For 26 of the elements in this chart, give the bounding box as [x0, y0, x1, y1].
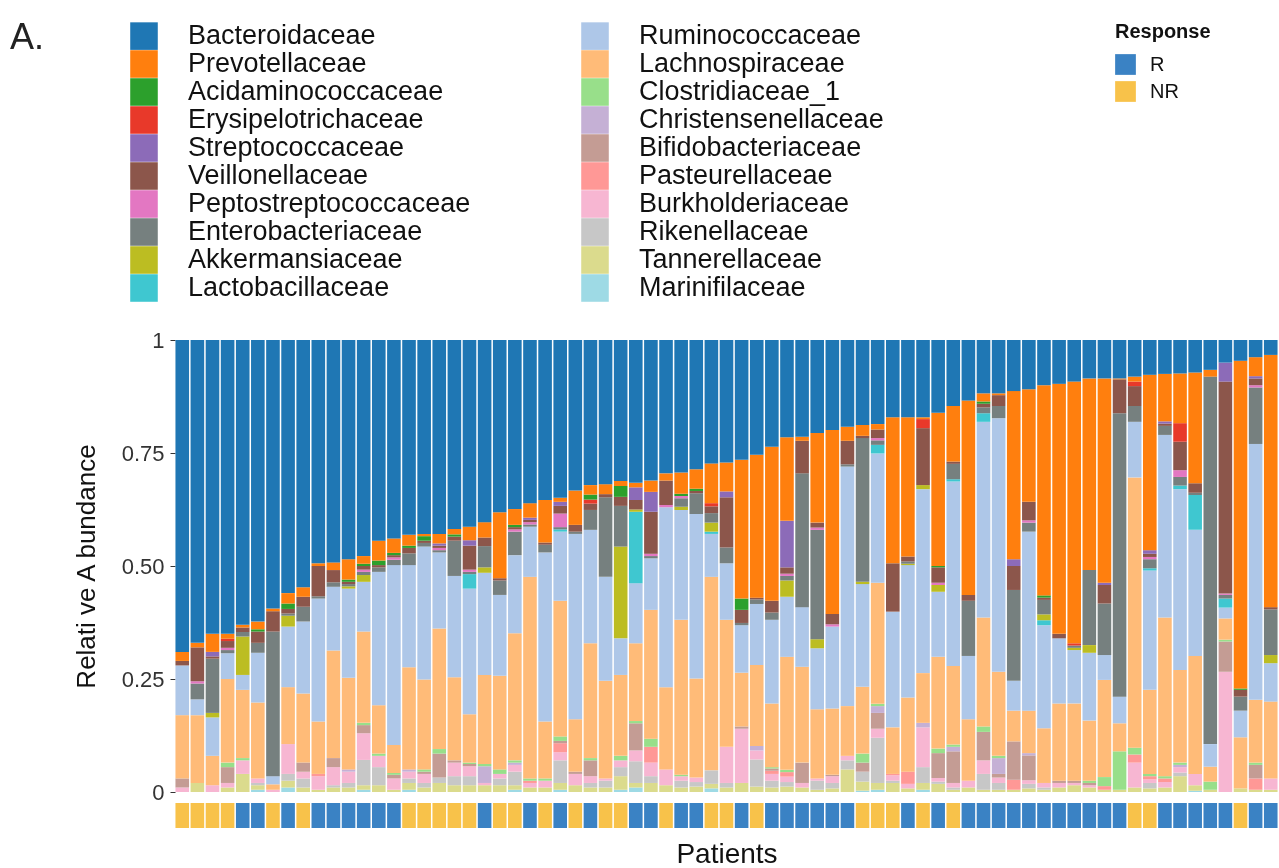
- legend-label: Burkholderiaceae: [639, 188, 850, 218]
- legend-label: Rikenellaceae: [639, 216, 809, 246]
- legend-label: Lachnospiraceae: [639, 48, 845, 78]
- legend-label: Bifidobacteriaceae: [639, 132, 862, 162]
- legend-label: Akkermansiaceae: [188, 244, 403, 274]
- y-tick-label: 0.75: [121, 440, 165, 466]
- y-tick-label: 0.50: [121, 553, 165, 579]
- legend-label: Erysipelotrichaceae: [188, 104, 424, 134]
- legend-label: Tannerellaceae: [639, 244, 823, 274]
- legend-label: Lactobacillaceae: [188, 272, 390, 302]
- legend-label: R: [1150, 52, 1165, 75]
- legend-label: Ruminococcaceae: [639, 20, 862, 51]
- chart-title: A.: [10, 16, 45, 57]
- legend-label: Prevotellaceae: [188, 48, 367, 78]
- legend-label: Pasteurellaceae: [639, 160, 833, 190]
- legend-label: Acidaminococcaceae: [188, 76, 444, 106]
- legend-label: Peptostreptococcaceae: [188, 188, 471, 218]
- y-axis-title: Relati ve A bundance: [70, 444, 101, 689]
- x-axis-title: Patients: [676, 837, 778, 868]
- y-tick-label: 0: [152, 779, 165, 805]
- legend-label: Bacteroidaceae: [188, 20, 376, 51]
- legend-label: Marinifilaceae: [639, 272, 806, 302]
- y-tick-label: 1: [152, 327, 165, 353]
- legend-title: Response: [1115, 20, 1211, 42]
- legend-label: NR: [1150, 79, 1179, 102]
- y-tick-label: 0.25: [121, 666, 165, 692]
